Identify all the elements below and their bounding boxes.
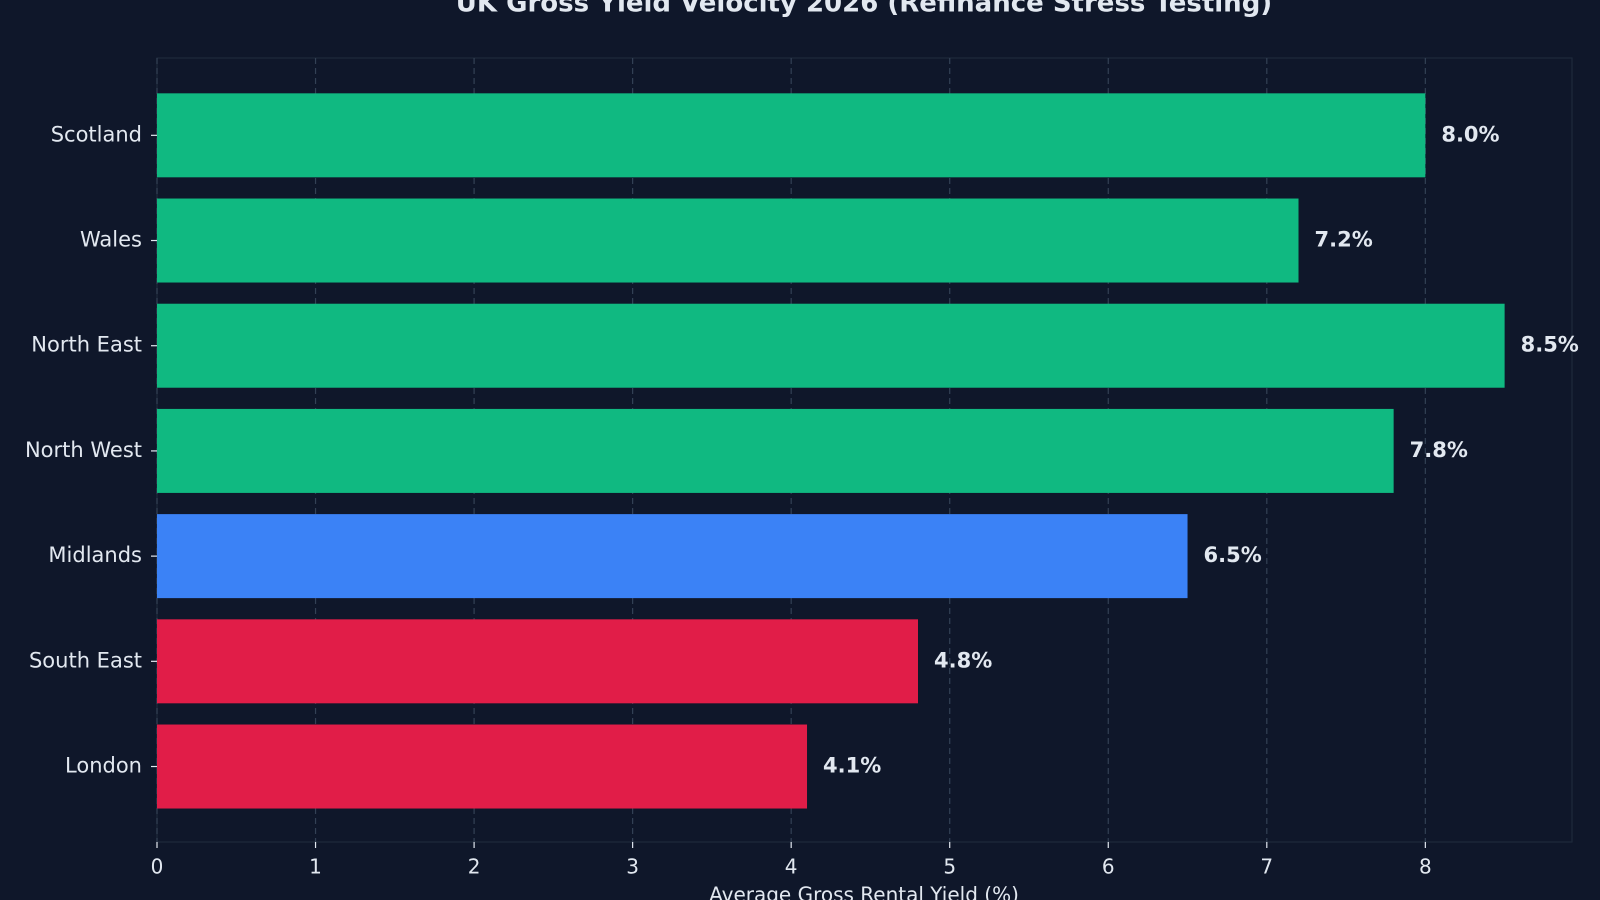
value-label: 7.2% bbox=[1315, 228, 1373, 252]
value-label: 7.8% bbox=[1410, 438, 1468, 462]
y-tick-label: South East bbox=[29, 648, 142, 672]
x-tick-label: 0 bbox=[151, 855, 164, 879]
x-tick-label: 3 bbox=[626, 855, 639, 879]
x-tick-label: 1 bbox=[309, 855, 322, 879]
bar bbox=[157, 619, 919, 704]
bar bbox=[157, 408, 1394, 493]
bar bbox=[157, 198, 1299, 283]
y-tick-label: Midlands bbox=[48, 543, 142, 567]
x-tick-label: 5 bbox=[943, 855, 956, 879]
x-tick-label: 4 bbox=[785, 855, 798, 879]
y-tick-label: North East bbox=[31, 333, 142, 357]
chart-title: UK Gross Yield Velocity 2026 (Refinance … bbox=[456, 0, 1272, 19]
bar bbox=[157, 303, 1505, 388]
value-label: 6.5% bbox=[1204, 543, 1262, 567]
y-tick-label: North West bbox=[25, 438, 142, 462]
y-tick-label: London bbox=[65, 754, 142, 778]
bar bbox=[157, 514, 1188, 599]
x-tick-label: 8 bbox=[1419, 855, 1432, 879]
x-tick-label: 7 bbox=[1260, 855, 1273, 879]
value-label: 4.8% bbox=[934, 648, 992, 672]
x-axis-label: Average Gross Rental Yield (%) bbox=[709, 883, 1019, 900]
x-tick-label: 6 bbox=[1102, 855, 1115, 879]
value-label: 4.1% bbox=[823, 754, 881, 778]
x-tick-label: 2 bbox=[468, 855, 481, 879]
value-label: 8.5% bbox=[1521, 333, 1579, 357]
y-tick-label: Scotland bbox=[51, 122, 142, 146]
bar bbox=[157, 724, 808, 809]
bar bbox=[157, 93, 1426, 178]
value-label: 8.0% bbox=[1441, 122, 1499, 146]
y-tick-label: Wales bbox=[80, 228, 142, 252]
